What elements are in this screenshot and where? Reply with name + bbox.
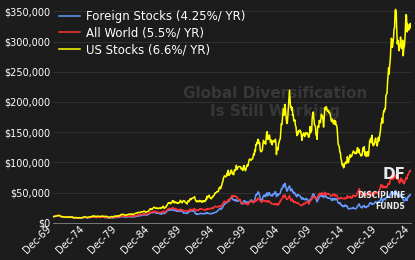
US Stocks (6.6%/ YR) — [99, 215, 104, 218]
Foreign Stocks (4.25%/ YR) — [408, 193, 413, 196]
US Stocks (6.6%/ YR) — [393, 8, 398, 11]
US Stocks (6.6%/ YR) — [152, 206, 157, 209]
All World (5.5%/ YR) — [51, 215, 56, 218]
All World (5.5%/ YR) — [282, 195, 287, 198]
Text: DISCIPLINE
FUNDS: DISCIPLINE FUNDS — [357, 191, 405, 211]
Text: DF: DF — [383, 167, 405, 182]
Line: US Stocks (6.6%/ YR): US Stocks (6.6%/ YR) — [53, 9, 411, 218]
US Stocks (6.6%/ YR) — [51, 215, 56, 218]
All World (5.5%/ YR) — [408, 169, 413, 172]
US Stocks (6.6%/ YR) — [148, 207, 153, 210]
US Stocks (6.6%/ YR) — [408, 26, 413, 29]
Line: All World (5.5%/ YR): All World (5.5%/ YR) — [53, 170, 411, 218]
Foreign Stocks (4.25%/ YR) — [282, 183, 287, 186]
All World (5.5%/ YR) — [224, 201, 229, 204]
US Stocks (6.6%/ YR) — [224, 175, 229, 178]
Line: Foreign Stocks (4.25%/ YR): Foreign Stocks (4.25%/ YR) — [53, 183, 411, 218]
All World (5.5%/ YR) — [99, 216, 104, 219]
Foreign Stocks (4.25%/ YR) — [353, 207, 358, 210]
All World (5.5%/ YR) — [408, 169, 413, 172]
Foreign Stocks (4.25%/ YR) — [99, 216, 104, 219]
All World (5.5%/ YR) — [148, 210, 153, 213]
Foreign Stocks (4.25%/ YR) — [79, 217, 84, 220]
All World (5.5%/ YR) — [352, 195, 357, 198]
Foreign Stocks (4.25%/ YR) — [283, 182, 288, 185]
Legend: Foreign Stocks (4.25%/ YR), All World (5.5%/ YR), US Stocks (6.6%/ YR): Foreign Stocks (4.25%/ YR), All World (5… — [57, 8, 248, 58]
Foreign Stocks (4.25%/ YR) — [148, 211, 153, 214]
Foreign Stocks (4.25%/ YR) — [224, 202, 229, 205]
US Stocks (6.6%/ YR) — [79, 216, 84, 219]
US Stocks (6.6%/ YR) — [282, 109, 287, 113]
All World (5.5%/ YR) — [152, 210, 157, 213]
Foreign Stocks (4.25%/ YR) — [152, 211, 157, 214]
Foreign Stocks (4.25%/ YR) — [51, 215, 56, 218]
US Stocks (6.6%/ YR) — [352, 152, 357, 155]
All World (5.5%/ YR) — [79, 217, 84, 220]
Text: Global Diversification
Is Still Working: Global Diversification Is Still Working — [183, 86, 367, 119]
